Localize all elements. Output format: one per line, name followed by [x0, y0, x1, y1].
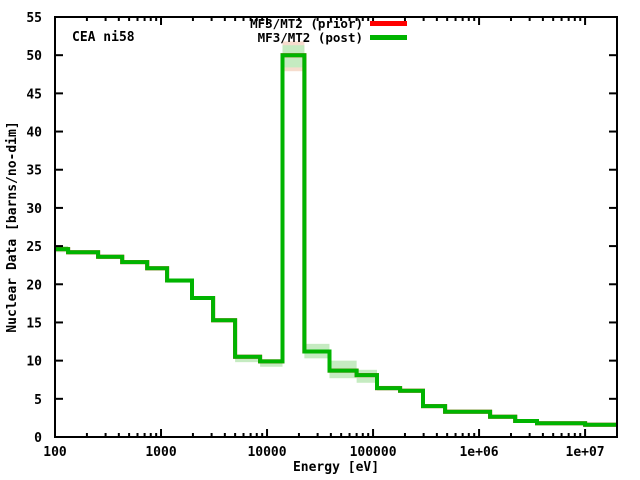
y-tick-label: 55	[26, 11, 42, 26]
y-tick-label: 30	[26, 202, 42, 217]
x-axis-title: Energy [eV]	[293, 460, 379, 475]
curves-layer	[55, 53, 617, 427]
y-tick-label: 35	[26, 164, 42, 179]
plot-border	[54, 16, 618, 438]
x-tick-label: 100	[43, 445, 67, 460]
plot-label: CEA ni58	[72, 30, 135, 45]
uncertainty-bands-layer	[55, 41, 617, 426]
legend-label-prior: MF3/MT2 (prior)	[250, 16, 363, 31]
y-tick-label: 45	[26, 87, 42, 102]
legend: MF3/MT2 (prior) MF3/MT2 (post)	[250, 16, 407, 45]
y-tick-label: 5	[34, 393, 42, 408]
post-step-curve	[55, 53, 617, 427]
plot-frame-layer	[54, 16, 618, 438]
y-tick-label: 50	[26, 49, 42, 64]
y-axis-title: Nuclear Data [barns/no-dim]	[5, 121, 20, 332]
y-tick-label: 20	[26, 278, 42, 293]
y-tick-label: 0	[34, 431, 42, 446]
y-tick-label: 15	[26, 316, 42, 331]
y-tick-label: 25	[26, 240, 42, 255]
x-tick-label: 1e+07	[566, 445, 605, 460]
x-tick-label: 1e+06	[459, 445, 498, 460]
y-tick-label: 40	[26, 126, 42, 141]
legend-label-post: MF3/MT2 (post)	[258, 30, 363, 45]
tick-labels-layer: 0 5 10 15 20 25 30 35 40 45 50 55 100 1000 10000 100000…	[26, 11, 604, 460]
x-tick-label: 100000	[350, 445, 397, 460]
y-tick-label: 10	[26, 355, 42, 370]
x-tick-label: 1000	[145, 445, 176, 460]
x-tick-label: 10000	[247, 445, 286, 460]
